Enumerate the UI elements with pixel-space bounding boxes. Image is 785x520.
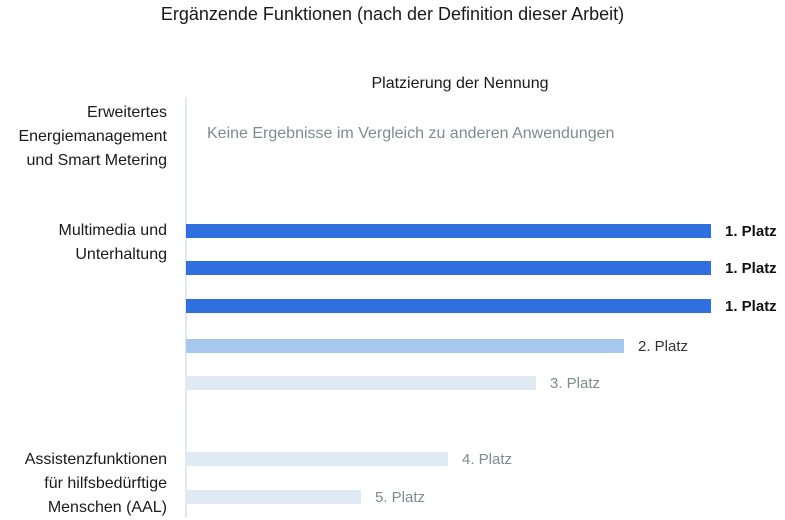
bar-label-3: 1. Platz: [725, 298, 777, 315]
chart-title: Ergänzende Funktionen (nach der Definiti…: [160, 4, 625, 24]
bar-label-5: 3. Platz: [550, 375, 600, 392]
bar-label-1: 1. Platz: [725, 223, 777, 240]
category-label-multimedia: Multimedia und Unterhaltung: [58, 222, 168, 263]
category-label-aal: Assistenzfunktionen für hilfsbedürftige Me…: [24, 451, 167, 516]
bar-label-6: 4. Platz: [462, 451, 512, 468]
bar-label-2: 1. Platz: [725, 260, 777, 277]
bar-5: [186, 376, 536, 390]
bar-label-7: 5. Platz: [375, 489, 425, 506]
bar-3: [186, 299, 711, 313]
category-label-energy: Erweitertes Energiemanagement und Smart Me…: [18, 104, 167, 169]
bar-2: [186, 261, 711, 275]
x-axis-title: Platzierung der Nennung: [371, 75, 549, 92]
bar-6: [186, 452, 448, 466]
no-results-note: Keine Ergebnisse im Vergleich zu anderen…: [207, 125, 615, 142]
bar-1: [186, 224, 711, 238]
bar-4: [186, 339, 624, 353]
bar-label-4: 2. Platz: [638, 338, 688, 355]
bar-7: [186, 490, 361, 504]
bars-group: 1. Platz 1. Platz 1. Platz 2. Platz 3. Platz…: [186, 223, 777, 506]
